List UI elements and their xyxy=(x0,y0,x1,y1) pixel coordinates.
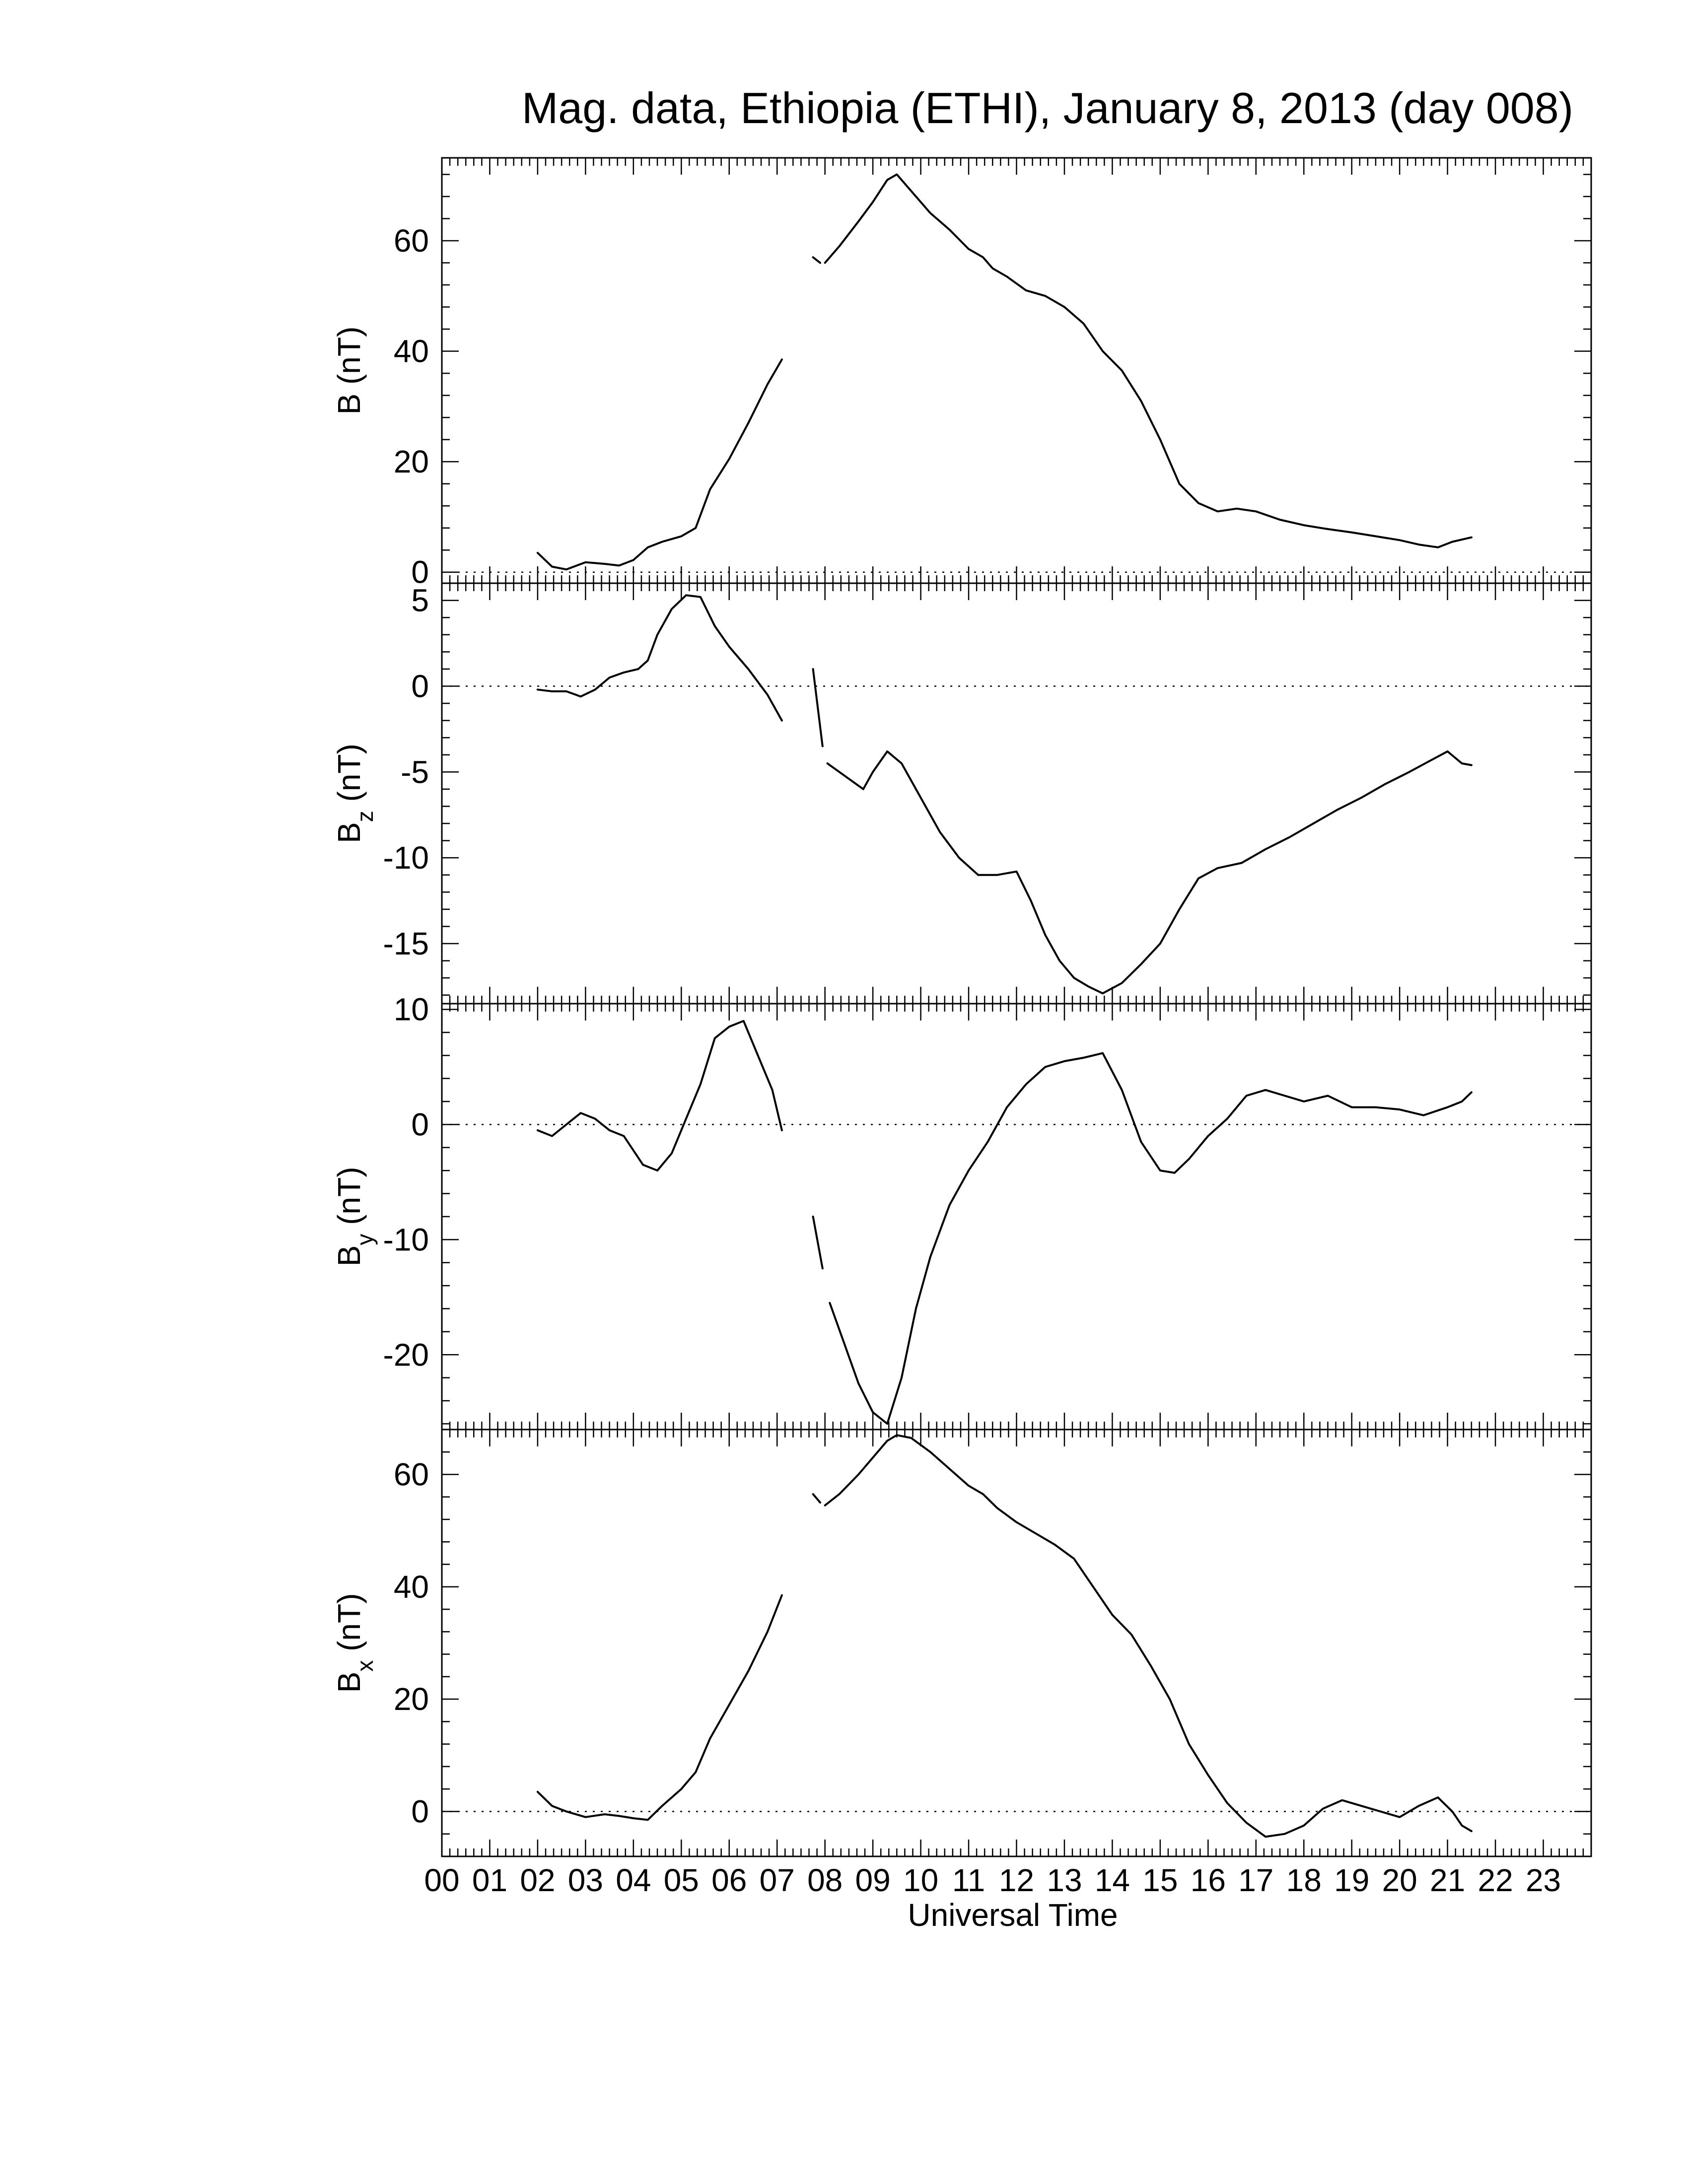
x-tick-labels: 00 01 02 03 04 05 06 07 08 09 10 11 12 13 14 15 16 17 18 19… xyxy=(424,1862,1561,1898)
series-line-segment-0 xyxy=(536,594,783,722)
series-line-segment-0 xyxy=(536,1594,783,1821)
x-tick-label: 10 xyxy=(903,1862,938,1898)
y-axis-label-units: (nT) xyxy=(331,327,367,394)
panel-frame xyxy=(441,1003,1592,1431)
series-line-segment-1 xyxy=(812,668,824,748)
y-axis-label-subscript: x xyxy=(352,1660,378,1672)
x-tick-label: 05 xyxy=(664,1862,699,1898)
panel-frame xyxy=(441,582,1592,1005)
x-tick-label: 00 xyxy=(424,1862,459,1898)
y-axis-label-units: (nT) xyxy=(331,1167,367,1234)
x-axis-label: Universal Time xyxy=(908,1897,1118,1933)
series-line-segment-0 xyxy=(536,1020,783,1172)
y-axis-label: By (nT) xyxy=(331,1167,378,1267)
x-tick-label: 07 xyxy=(760,1862,795,1898)
series-line-segment-2 xyxy=(824,173,1473,548)
x-tick-label: 02 xyxy=(520,1862,555,1898)
y-tick-label: 0 xyxy=(411,1106,429,1142)
x-tick-label: 15 xyxy=(1142,1862,1178,1898)
x-tick-label: 20 xyxy=(1382,1862,1417,1898)
y-axis-label-subscript: z xyxy=(352,811,378,822)
y-tick-label: 60 xyxy=(394,1457,429,1493)
y-tick-label: 0 xyxy=(411,668,429,704)
y-tick-label: 0 xyxy=(411,554,429,590)
y-tick-label: 20 xyxy=(394,1681,429,1717)
y-axis-label-main: B xyxy=(331,1245,367,1267)
y-axis-label-main: B xyxy=(331,822,367,843)
y-tick-label: 40 xyxy=(394,1569,429,1605)
x-tick-label: 06 xyxy=(711,1862,747,1898)
x-tick-label: 23 xyxy=(1526,1862,1561,1898)
x-tick-label: 13 xyxy=(1047,1862,1082,1898)
x-tick-label: 22 xyxy=(1477,1862,1513,1898)
series-line-segment-1 xyxy=(812,256,821,264)
y-tick-label: 10 xyxy=(394,992,429,1027)
x-tick-label: 11 xyxy=(952,1862,985,1898)
x-tick-label: 12 xyxy=(999,1862,1034,1898)
y-axis-label-units: (nT) xyxy=(331,744,367,811)
y-tick-label: -10 xyxy=(383,840,429,876)
y-tick-label: 40 xyxy=(394,334,429,369)
series-line-segment-1 xyxy=(812,1216,824,1270)
y-axis-label: B (nT) xyxy=(331,327,367,415)
x-tick-label: 01 xyxy=(472,1862,507,1898)
y-tick-label: -15 xyxy=(383,926,429,961)
y-tick-label: 20 xyxy=(394,444,429,479)
y-tick-label: 60 xyxy=(394,223,429,259)
y-axis-label: Bx (nT) xyxy=(331,1593,378,1693)
x-tick-label: 14 xyxy=(1095,1862,1130,1898)
y-axis-label-subscript: y xyxy=(352,1234,378,1245)
x-tick-label: 17 xyxy=(1238,1862,1273,1898)
series-line-segment-2 xyxy=(829,1052,1473,1425)
y-tick-label: -10 xyxy=(383,1222,429,1257)
series-line-segment-0 xyxy=(536,358,783,571)
x-tick-label: 21 xyxy=(1430,1862,1465,1898)
panel-0: 0 20 40 60 B (nT) xyxy=(331,157,1592,590)
panel-1: 5 0 -5 -10 -15 Bz (nT) xyxy=(331,582,1592,1005)
chart-title: Mag. data, Ethiopia (ETHI), January 8, 2… xyxy=(522,83,1573,133)
x-tick-label: 16 xyxy=(1191,1862,1226,1898)
y-axis-label: Bz (nT) xyxy=(331,744,378,843)
x-tick-label: 18 xyxy=(1286,1862,1322,1898)
y-tick-label: -5 xyxy=(401,754,429,790)
panel-3: 0 20 40 60 Bx (nT) xyxy=(331,1429,1592,1857)
y-axis-label-main: B xyxy=(331,1672,367,1693)
x-tick-label: 19 xyxy=(1334,1862,1369,1898)
panel-2: 10 0 -10 -20 By (nT) xyxy=(331,992,1592,1431)
y-axis-label-units: (nT) xyxy=(331,1593,367,1660)
x-tick-label: 08 xyxy=(807,1862,843,1898)
panel-frame xyxy=(441,157,1592,584)
y-tick-label: -20 xyxy=(383,1337,429,1372)
panel-frame xyxy=(441,1429,1592,1857)
x-tick-label: 03 xyxy=(568,1862,603,1898)
x-tick-label: 09 xyxy=(855,1862,891,1898)
series-line-segment-1 xyxy=(812,1493,821,1504)
y-tick-label: 0 xyxy=(411,1793,429,1829)
series-line-segment-2 xyxy=(824,1434,1473,1838)
series-line-segment-2 xyxy=(826,750,1473,995)
y-tick-label: 5 xyxy=(411,583,429,618)
x-tick-label: 04 xyxy=(616,1862,651,1898)
y-axis-label-main: B xyxy=(331,394,367,415)
